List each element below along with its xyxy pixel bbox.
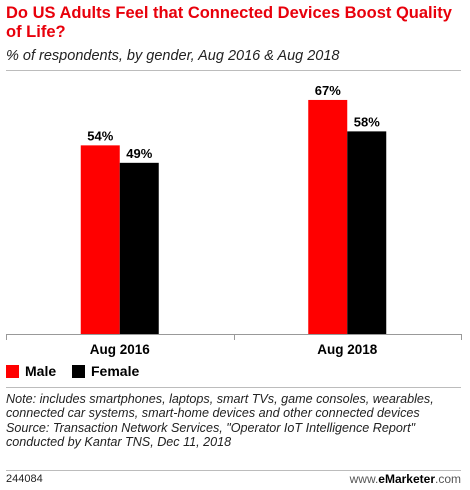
note-text: Note: includes smartphones, laptops, sma… (6, 392, 434, 421)
data-label-female-0: 49% (126, 146, 152, 161)
x-tick-label-0: Aug 2016 (90, 342, 151, 357)
bar-male-1 (308, 99, 348, 335)
data-label-male-1: 67% (315, 83, 341, 98)
data-label-male-0: 54% (87, 128, 113, 143)
legend-male: Male (6, 362, 56, 380)
data-label-female-1: 58% (354, 114, 380, 129)
x-tick-label-1: Aug 2018 (317, 342, 378, 357)
bar-chart: 54% 49% Aug 2016 67% 58% Aug 2018 (6, 83, 462, 357)
footer-divider (6, 470, 461, 471)
legend-male-swatch (6, 365, 19, 378)
chart-title: Do US Adults Feel that Connected Devices… (6, 4, 452, 41)
bar-female-1 (347, 131, 387, 334)
footnotes: Note: includes smartphones, laptops, sma… (6, 392, 464, 450)
legend-female: Female (72, 362, 139, 380)
source-text: Source: Transaction Network Services, "O… (6, 420, 416, 450)
chart-id: 244084 (6, 473, 43, 485)
emarketer-link[interactable]: www.eMarketer.com (350, 472, 461, 486)
legend-male-label: Male (25, 363, 57, 379)
top-divider (6, 70, 461, 71)
legend-female-label: Female (91, 363, 140, 379)
brand-suffix: .com (434, 472, 461, 486)
bar-male-0 (80, 145, 120, 334)
brand-prefix: www. (349, 472, 379, 486)
brand-name: eMarketer (378, 472, 435, 486)
bar-female-0 (119, 162, 159, 334)
legend-female-swatch (72, 365, 85, 378)
legend-divider (6, 387, 461, 388)
chart-subtitle: % of respondents, by gender, Aug 2016 & … (6, 48, 340, 64)
